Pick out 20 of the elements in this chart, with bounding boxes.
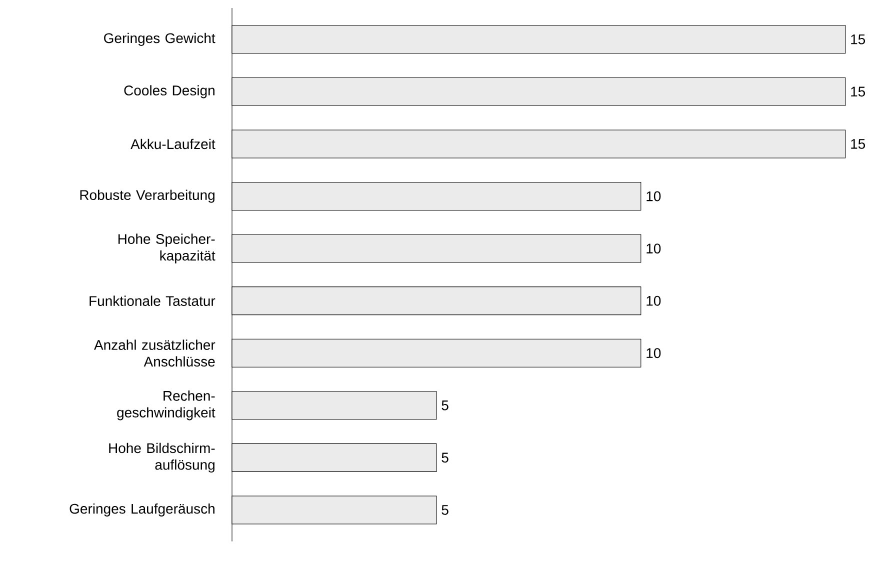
y-tick-label: Akku-Laufzeit <box>130 138 216 150</box>
y-tick-label: Rechen-geschwindigkeit <box>117 390 216 420</box>
data-label: 10 <box>646 244 661 254</box>
data-label: 15 <box>851 34 866 44</box>
y-tick-label: Robuste Verarbeitung <box>80 190 214 203</box>
y-tick-label: Anzahl zusätzlicher Anschlüsse <box>94 340 216 367</box>
data-label: 5 <box>442 400 448 410</box>
y-tick-label: Geringes Gewicht <box>104 32 216 46</box>
data-label: 10 <box>646 348 661 358</box>
y-tick-label: Hohe Bildschirm-auflösung <box>109 442 215 473</box>
data-label: 15 <box>851 86 866 97</box>
y-tick-label: Geringes Laufgeräusch <box>70 503 214 516</box>
y-tick-label: Hohe Speicher-kapazität <box>118 234 216 264</box>
y-tick-label: Cooles Design <box>124 85 214 98</box>
data-label: 10 <box>646 296 661 306</box>
data-label: 5 <box>442 505 448 515</box>
data-label: 10 <box>646 191 661 202</box>
data-label: 5 <box>442 452 448 463</box>
data-label: 15 <box>851 139 866 149</box>
y-tick-label: Funktionale Tastatur <box>90 296 216 306</box>
